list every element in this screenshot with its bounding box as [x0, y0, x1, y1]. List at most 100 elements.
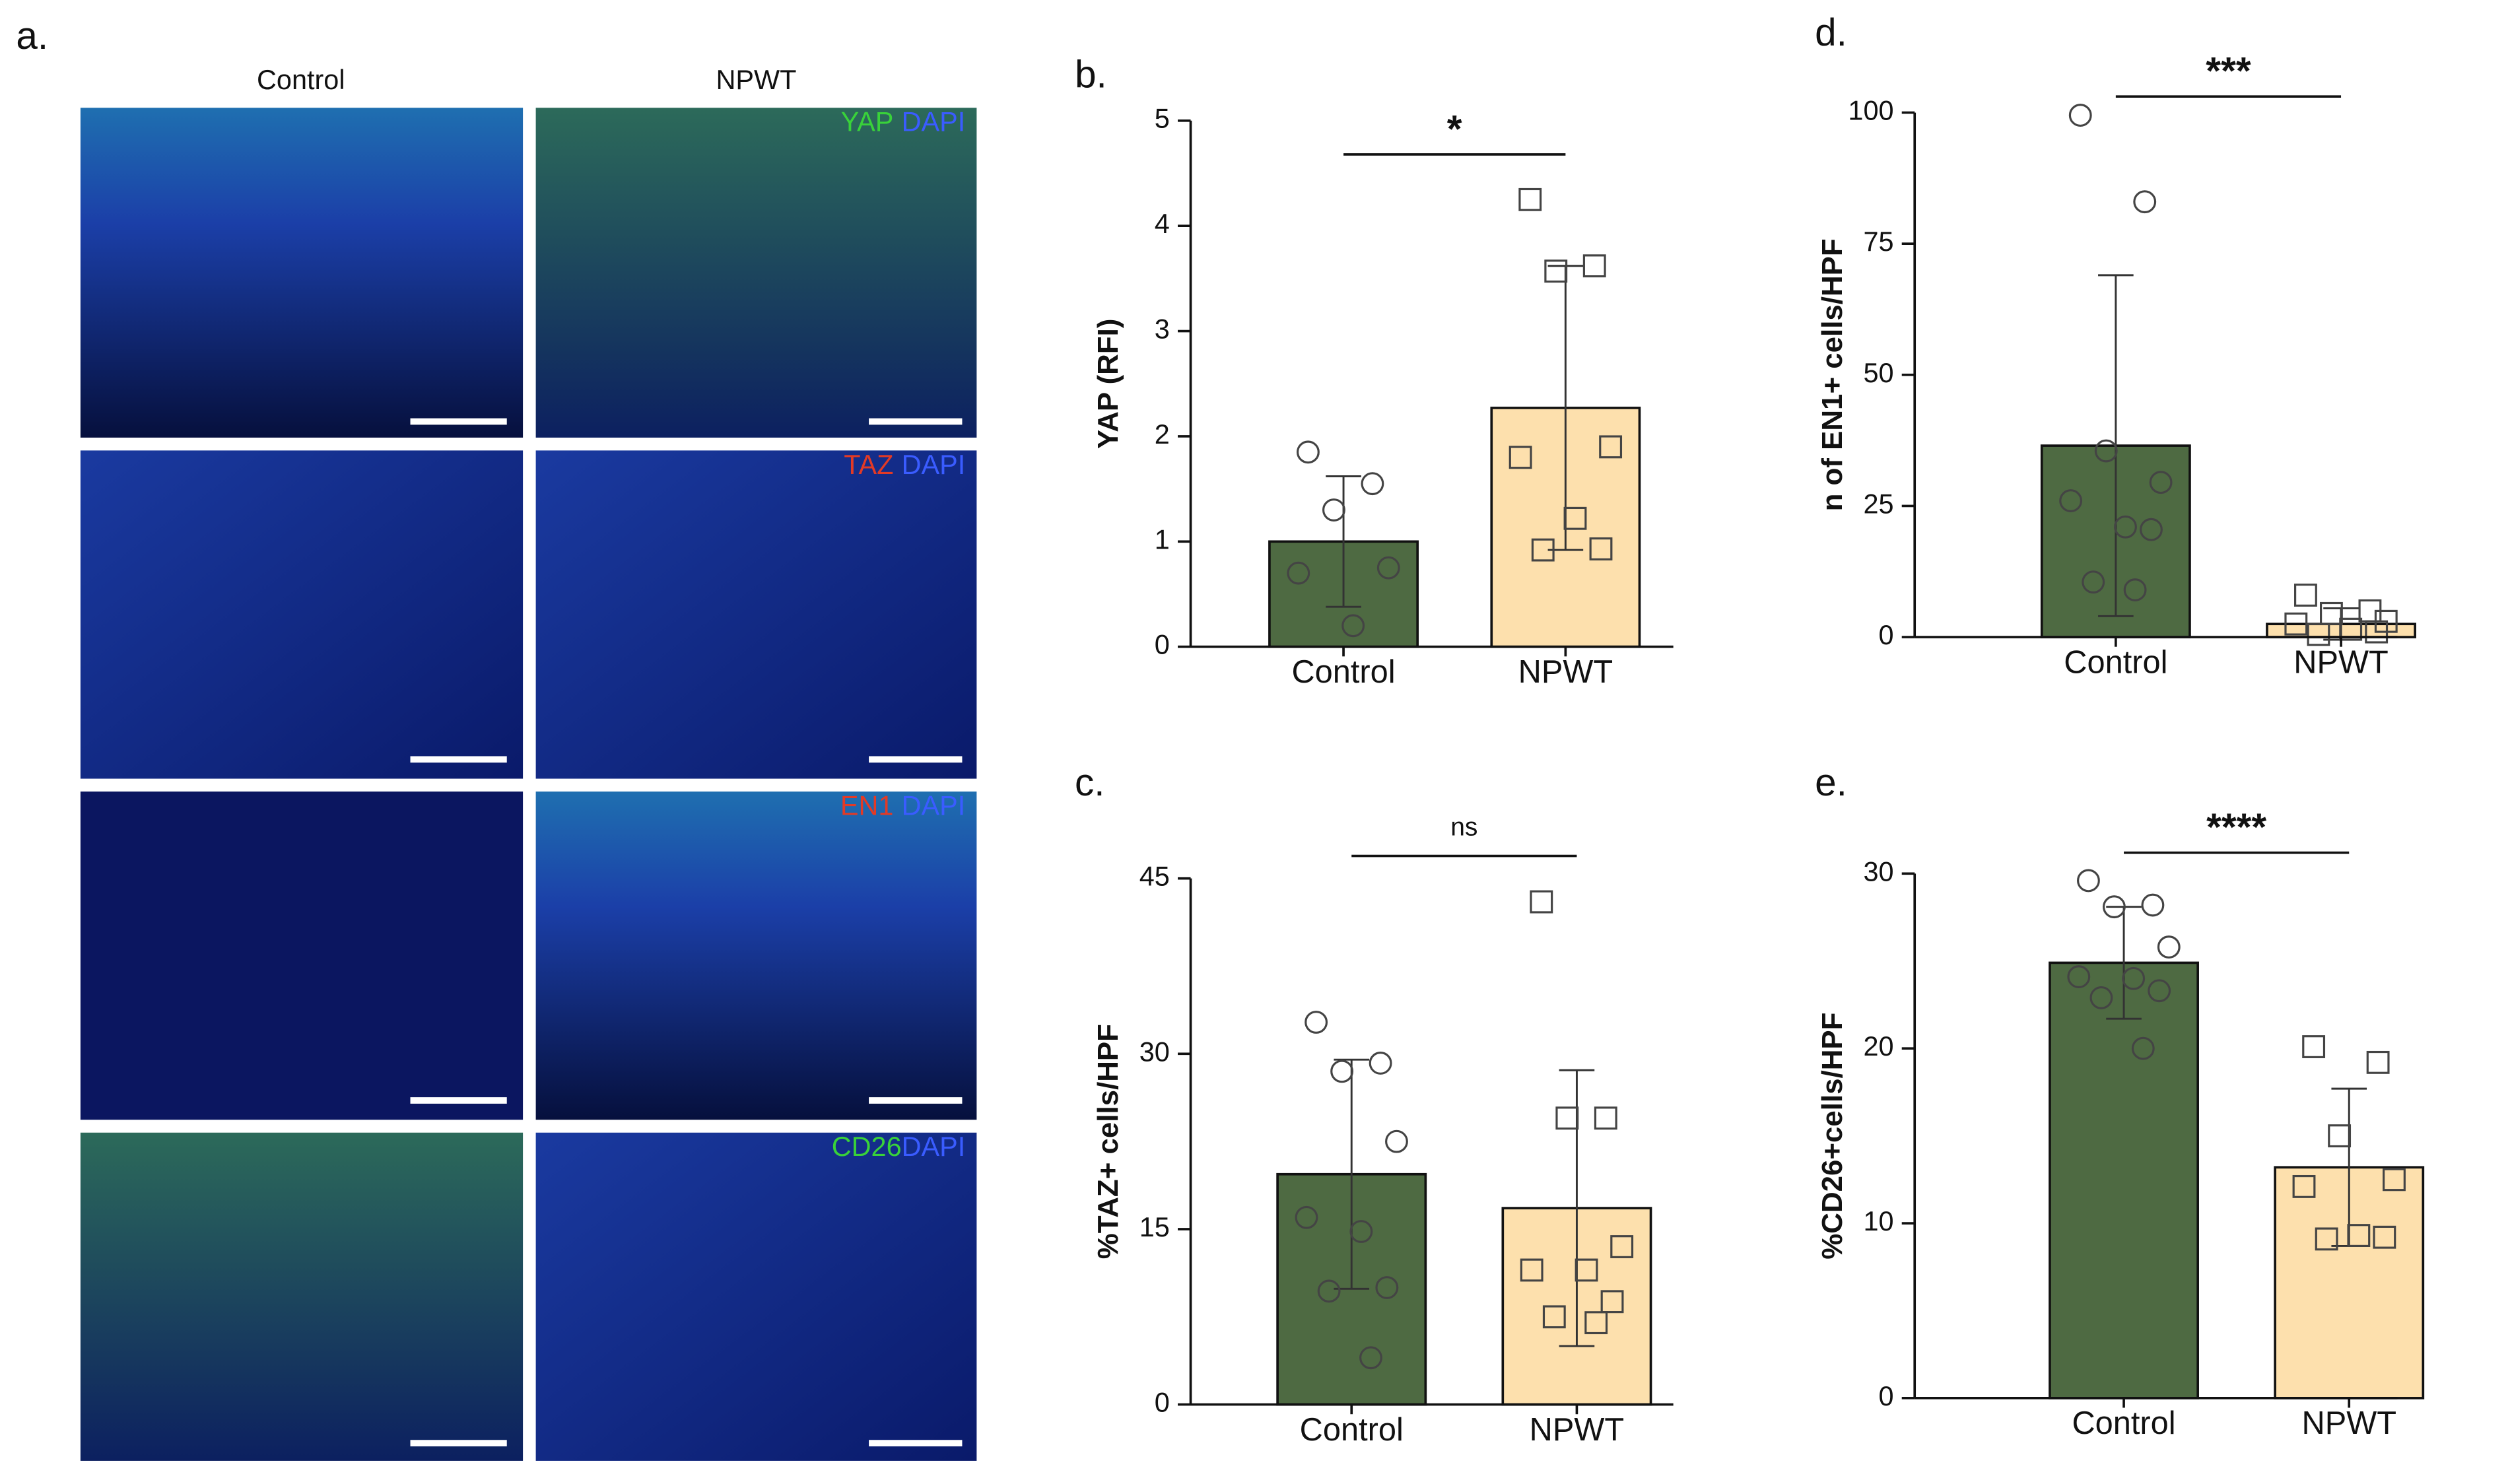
data-point [2365, 620, 2389, 644]
data-point [1594, 1106, 1617, 1130]
y-tick-label: 15 [1139, 1211, 1170, 1242]
data-point [2122, 966, 2146, 990]
y-tick-label: 30 [1139, 1036, 1170, 1067]
data-point [1287, 561, 1310, 585]
data-point [2102, 895, 2126, 919]
micrograph [535, 450, 977, 779]
data-point [2315, 1227, 2338, 1251]
data-point [1531, 538, 1555, 562]
stain-label: CD26DAPI [832, 1131, 966, 1162]
data-point [2373, 1225, 2396, 1249]
micrograph [80, 108, 524, 438]
data-point [2284, 612, 2308, 636]
scale-bars [410, 418, 963, 1446]
x-tick-label: Control [1291, 654, 1395, 690]
bar [2049, 961, 2199, 1400]
y-tick-label: 0 [1155, 629, 1170, 660]
panel-label: b. [1075, 53, 1107, 96]
stain-label: YAP DAPI [841, 106, 966, 137]
significance-label: *** [2206, 50, 2251, 93]
data-point [2383, 1168, 2406, 1192]
data-point [2068, 104, 2092, 127]
marker-name: YAP [841, 106, 894, 137]
data-point [1385, 1130, 1408, 1153]
data-point [1369, 1052, 1392, 1075]
x-tick-label: NPWT [1518, 654, 1613, 690]
significance-label: **** [2206, 806, 2266, 849]
panel-label: d. [1815, 11, 1847, 54]
data-point [1520, 1258, 1543, 1282]
data-point [1361, 472, 1384, 496]
y-tick-label: 1 [1155, 523, 1170, 555]
data-point [2067, 965, 2091, 989]
marker-name: EN1 [840, 790, 894, 821]
data-point [1317, 1279, 1341, 1303]
data-point [2320, 601, 2343, 625]
data-point [1375, 1276, 1399, 1299]
panel-label: a. [16, 15, 48, 57]
data-point [1610, 1235, 1634, 1258]
data-point [1584, 1311, 1608, 1335]
y-tick-label: 0 [1878, 619, 1893, 650]
data-point [1518, 187, 1542, 211]
data-point [1330, 1060, 1354, 1083]
micrograph [535, 108, 977, 438]
data-point [2131, 1036, 2155, 1060]
y-axis-label: YAP (RFI) [1092, 319, 1124, 449]
data-point [2339, 617, 2363, 641]
data-point [1600, 1290, 1624, 1314]
data-point [1359, 1346, 1382, 1370]
data-point [1575, 1258, 1598, 1282]
data-point [1599, 435, 1623, 459]
y-axis-label: %CD26+cells/HPF [1816, 1013, 1849, 1260]
data-point [2133, 190, 2157, 214]
data-point [1563, 506, 1587, 530]
panel-label: c. [1075, 761, 1105, 804]
panel-label: e. [1815, 761, 1847, 804]
data-point [2148, 979, 2171, 1003]
counterstain-name: DAPI [902, 106, 966, 137]
data-point [2077, 869, 2100, 893]
data-point [1349, 1220, 1373, 1243]
image-grid [80, 108, 977, 1461]
y-tick-label: 0 [1155, 1387, 1170, 1418]
x-tick-label: NPWT [2293, 644, 2388, 680]
data-point [2302, 1035, 2326, 1058]
column-title: Control [257, 64, 345, 95]
data-point [1341, 614, 1365, 638]
data-point [1582, 254, 1606, 278]
data-point [2149, 471, 2173, 494]
data-point [1530, 890, 1553, 914]
micrograph [535, 1132, 977, 1461]
x-tick-label: Control [2072, 1405, 2175, 1441]
data-point [1542, 1305, 1566, 1329]
y-axis-label: %TAZ+ cells/HPF [1092, 1024, 1124, 1259]
data-point [2123, 578, 2147, 602]
y-tick-label: 50 [1863, 357, 1893, 388]
y-tick-label: 30 [1863, 856, 1893, 887]
y-tick-label: 2 [1155, 419, 1170, 450]
data-point [2082, 570, 2105, 594]
x-tick-label: Control [1300, 1412, 1404, 1448]
data-point [1305, 1011, 1328, 1034]
stain-label: TAZ DAPI [844, 449, 965, 480]
data-point [2157, 935, 2181, 959]
data-point [1296, 440, 1320, 464]
y-tick-label: 100 [1848, 95, 1893, 126]
data-point [1555, 1106, 1579, 1130]
y-tick-label: 0 [1878, 1380, 1893, 1411]
data-point [1322, 498, 1345, 522]
y-tick-label: 20 [1863, 1030, 1893, 1062]
y-tick-label: 45 [1139, 861, 1170, 892]
data-point [2347, 1224, 2371, 1247]
y-tick-label: 75 [1863, 226, 1893, 257]
data-point [1376, 556, 1400, 580]
counterstain-name: DAPI [902, 449, 966, 480]
column-title: NPWT [716, 64, 797, 95]
data-point [2094, 439, 2118, 463]
data-point [2294, 584, 2317, 607]
y-tick-label: 3 [1155, 313, 1170, 344]
data-point [1544, 259, 1568, 283]
